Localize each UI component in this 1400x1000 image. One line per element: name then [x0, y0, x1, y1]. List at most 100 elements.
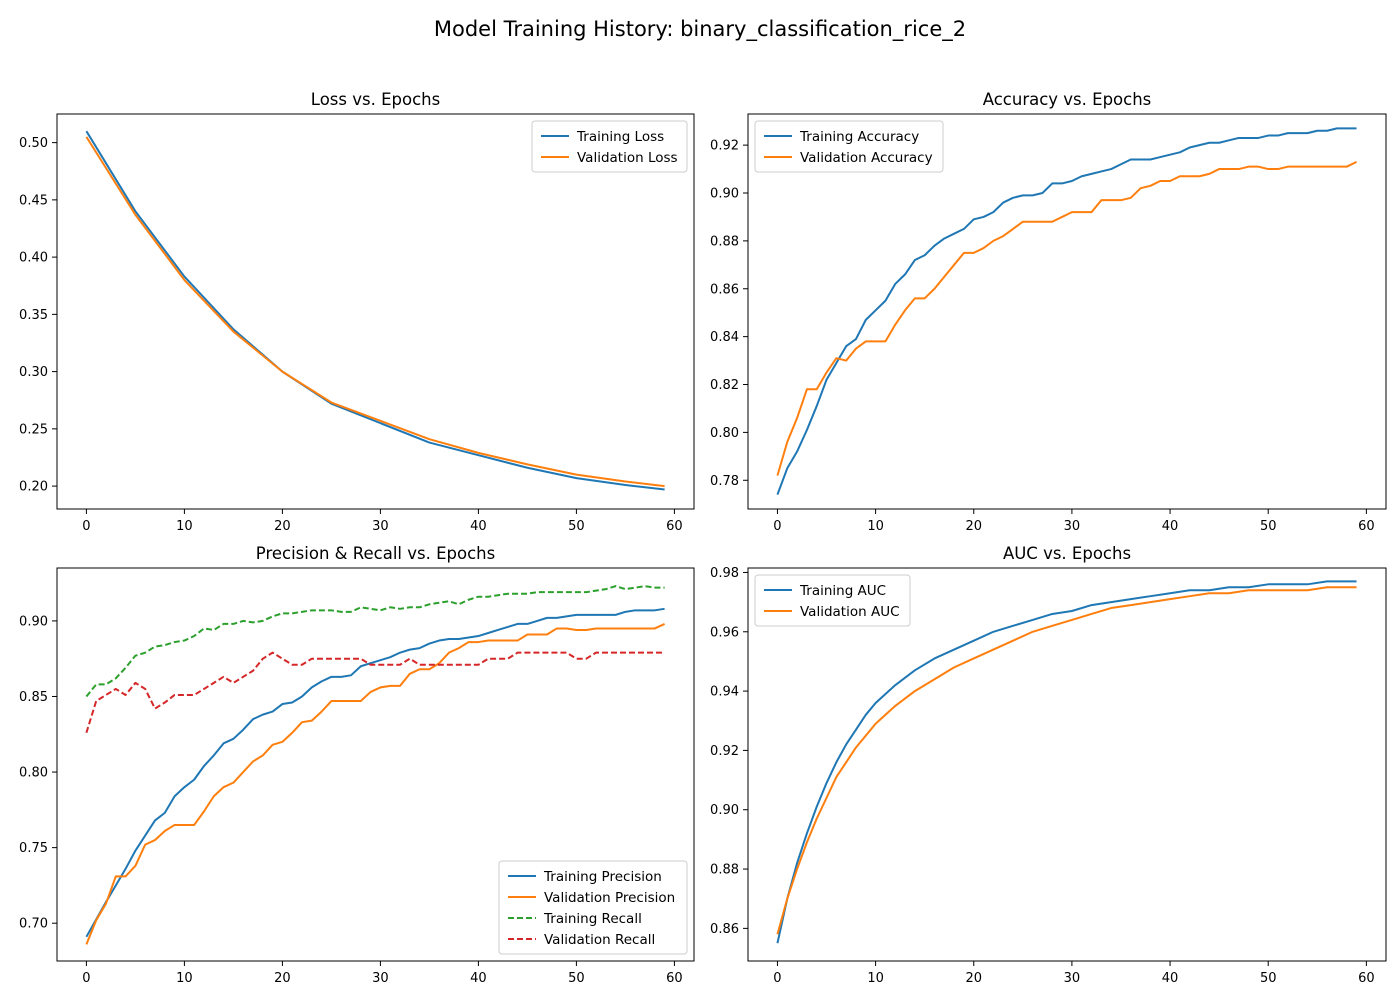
- y-tick-label: 0.86: [710, 282, 739, 297]
- legend-label: Training Precision: [543, 869, 662, 885]
- legend-label: Validation Accuracy: [800, 150, 933, 166]
- y-tick-label: 0.85: [19, 690, 48, 705]
- series-line-training-precision: [85, 607, 665, 938]
- x-tick-label: 30: [372, 519, 389, 534]
- x-tick-label: 40: [1162, 519, 1179, 534]
- y-tick-label: 0.88: [710, 234, 739, 249]
- legend-label: Training Loss: [576, 129, 664, 145]
- x-tick-label: 0: [773, 971, 781, 986]
- x-tick-label: 60: [666, 971, 683, 986]
- y-tick-label: 0.90: [710, 187, 739, 202]
- axes-frame: [56, 113, 695, 510]
- y-tick-label: 0.45: [19, 193, 48, 208]
- x-tick-label: 10: [867, 519, 884, 534]
- x-tick-label: 10: [176, 971, 193, 986]
- legend-label: Training Recall: [543, 911, 642, 927]
- y-tick-label: 0.50: [19, 136, 48, 151]
- legend-label: Training Accuracy: [799, 129, 919, 145]
- x-tick-label: 30: [1064, 519, 1081, 534]
- x-tick-label: 60: [1358, 971, 1375, 986]
- chart-legend: Training Precision Validation Precision Tr…: [498, 860, 688, 955]
- legend-box: [498, 860, 688, 955]
- series-line-training-accuracy: [776, 127, 1357, 495]
- y-tick-label: 0.80: [19, 766, 48, 781]
- x-tick-label: 50: [1260, 519, 1277, 534]
- x-tick-label: 30: [1064, 971, 1081, 986]
- series-line-training-recall: [85, 585, 665, 698]
- series-group: [776, 580, 1357, 944]
- y-tick-label: 0.84: [710, 330, 739, 345]
- x-tick-label: 20: [274, 519, 291, 534]
- y-tick-label: 0.20: [19, 480, 48, 495]
- x-tick-label: 50: [1260, 971, 1277, 986]
- x-tick-label: 40: [1162, 971, 1179, 986]
- x-tick-label: 60: [666, 519, 683, 534]
- y-tick-label: 0.94: [710, 685, 739, 700]
- y-tick-label: 0.90: [19, 614, 48, 629]
- y-tick-label: 0.35: [19, 308, 48, 323]
- x-tick-label: 30: [372, 971, 389, 986]
- chart-title: Precision & Recall vs. Epochs: [256, 544, 495, 563]
- chart-panels: Loss vs. Epochs 0 10 20 30 40 50 60 0.20 0.25 0.30…: [19, 90, 1387, 986]
- series-line-training-auc: [776, 580, 1357, 944]
- y-tick-label: 0.86: [710, 922, 739, 937]
- y-tick-label: 0.90: [710, 803, 739, 818]
- y-tick-label: 0.75: [19, 841, 48, 856]
- legend-label: Validation AUC: [800, 604, 900, 620]
- x-tick-label: 0: [82, 971, 90, 986]
- figure-title: Model Training History: binary_classific…: [434, 17, 966, 42]
- series-group: [85, 130, 665, 491]
- y-tick-label: 0.78: [710, 474, 739, 489]
- legend-box: [754, 574, 911, 627]
- axes-frame: [747, 113, 1387, 510]
- x-tick-label: 20: [274, 971, 291, 986]
- y-tick-label: 0.25: [19, 422, 48, 437]
- y-tick-label: 0.70: [19, 917, 48, 932]
- y-tick-label: 0.80: [710, 426, 739, 441]
- y-tick-label: 0.92: [710, 744, 739, 759]
- y-tick-label: 0.96: [710, 625, 739, 640]
- x-tick-label: 10: [867, 971, 884, 986]
- legend-label: Validation Recall: [544, 932, 655, 948]
- legend-label: Validation Loss: [577, 150, 678, 166]
- series-line-validation-accuracy: [776, 160, 1357, 476]
- x-tick-label: 20: [965, 971, 982, 986]
- x-tick-label: 0: [773, 519, 781, 534]
- y-tick-label: 0.98: [710, 566, 739, 581]
- chart-panel-2: Accuracy vs. Epochs 0 10 20 30 40 50 60 0.78 0.80…: [710, 90, 1387, 534]
- y-tick-label: 0.88: [710, 863, 739, 878]
- legend-box: [754, 120, 944, 173]
- series-line-validation-auc: [776, 586, 1357, 935]
- series-group: [776, 127, 1357, 495]
- x-tick-label: 10: [176, 519, 193, 534]
- chart-legend: Training Loss Validation Loss: [531, 120, 688, 173]
- x-tick-label: 60: [1358, 519, 1375, 534]
- legend-label: Validation Precision: [544, 890, 675, 906]
- legend-box: [531, 120, 688, 173]
- x-tick-label: 40: [470, 971, 487, 986]
- chart-title: AUC vs. Epochs: [1003, 544, 1131, 563]
- series-line-validation-loss: [85, 136, 665, 488]
- y-tick-label: 0.82: [710, 378, 739, 393]
- x-tick-label: 20: [965, 519, 982, 534]
- chart-panel-1: Loss vs. Epochs 0 10 20 30 40 50 60 0.20 0.25 0.30…: [19, 90, 695, 534]
- y-tick-label: 0.92: [710, 139, 739, 154]
- legend-label: Training AUC: [799, 583, 886, 599]
- y-tick-label: 0.30: [19, 365, 48, 380]
- axes-frame: [747, 567, 1387, 962]
- axes-frame: [56, 567, 695, 962]
- series-line-training-loss: [85, 130, 665, 491]
- y-tick-label: 0.40: [19, 251, 48, 266]
- x-tick-label: 40: [470, 519, 487, 534]
- x-tick-label: 50: [568, 519, 585, 534]
- chart-panel-3: Precision & Recall vs. Epochs 0 10 20 30 40 50…: [19, 544, 695, 986]
- chart-legend: Training Accuracy Validation Accuracy: [754, 120, 944, 173]
- chart-title: Accuracy vs. Epochs: [983, 90, 1152, 109]
- series-line-validation-recall: [85, 651, 665, 734]
- x-tick-label: 50: [568, 971, 585, 986]
- series-line-validation-precision: [85, 623, 666, 945]
- chart-legend: Training AUC Validation AUC: [754, 574, 911, 627]
- series-group: [85, 585, 666, 945]
- chart-title: Loss vs. Epochs: [311, 90, 440, 109]
